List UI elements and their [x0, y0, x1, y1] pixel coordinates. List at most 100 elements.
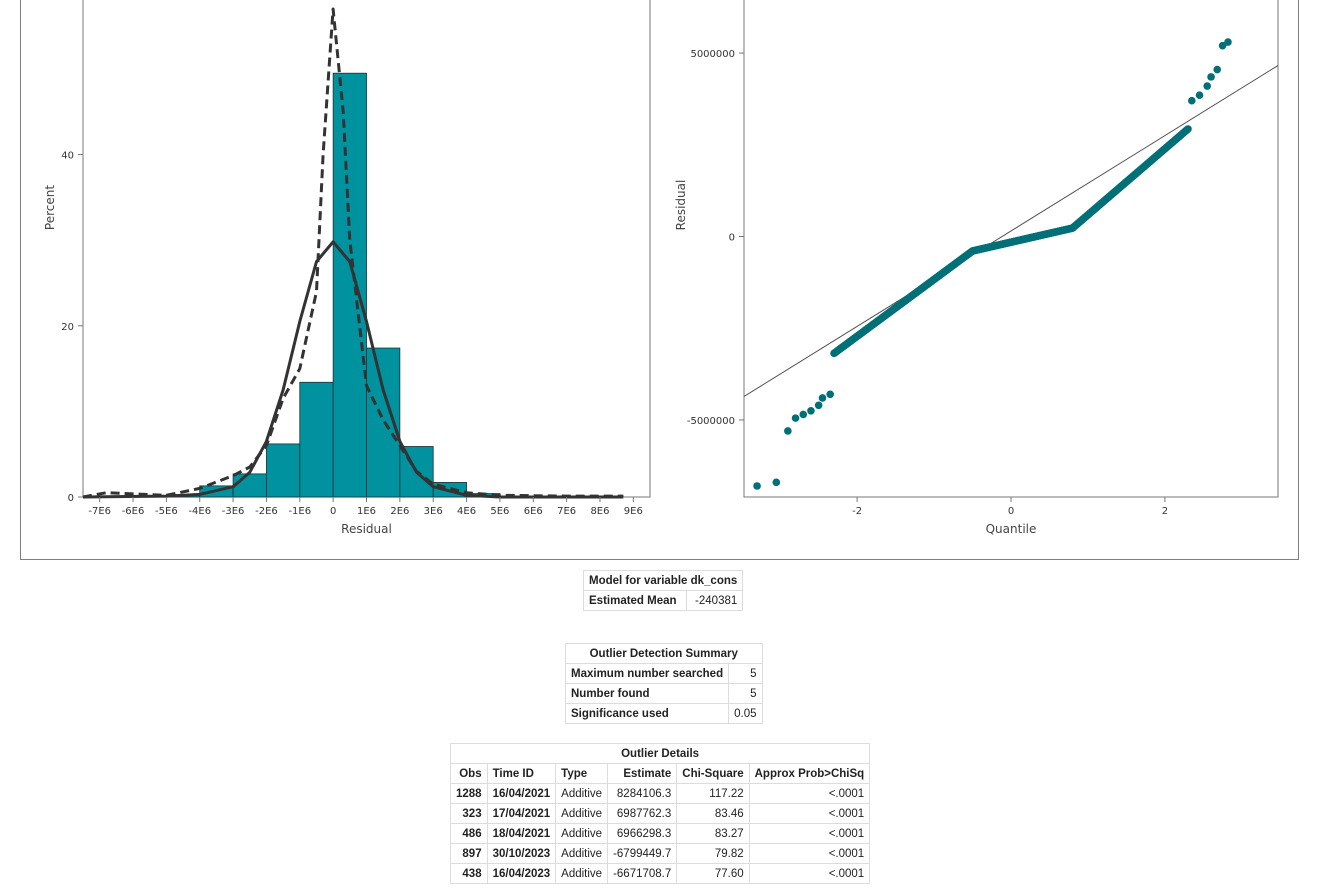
summary-table-caption: Outlier Detection Summary	[565, 643, 763, 664]
y-axis-label: Residual	[674, 180, 688, 231]
x-tick-label: 6E6	[524, 506, 543, 517]
x-tick-label: 3E6	[424, 506, 443, 517]
table-cell: -6671708.7	[607, 863, 678, 884]
summary-row: Maximum number searched 5	[564, 663, 763, 684]
histogram-bar	[266, 443, 301, 498]
table-cell: Additive	[555, 863, 609, 884]
x-tick-label: 2	[1162, 506, 1168, 517]
table-cell: 438	[450, 863, 488, 884]
qq-point	[826, 390, 834, 399]
details-header-row: Obs Time ID Type Estimate Chi-Square Approx P…	[450, 763, 871, 784]
qq-point	[818, 394, 827, 402]
y-tick-label: -5000000	[687, 416, 735, 427]
qq-point	[753, 482, 761, 490]
qq-point	[1213, 65, 1222, 74]
x-axis-label: Quantile	[986, 522, 1037, 536]
residual-qq-plot: -2 0 2 -5000000 0 5000000 Quantile Residual	[674, 0, 1279, 536]
table-cell: <.0001	[748, 863, 871, 884]
table-cell: 16/04/2023	[486, 863, 557, 884]
y-tick-label: 5000000	[690, 49, 735, 60]
column-header: Approx Prob>ChiSq	[748, 763, 871, 784]
summary-row-value: 0.05	[728, 703, 763, 724]
x-tick-label: -2	[852, 506, 862, 517]
y-tick-label: 20	[61, 322, 74, 333]
histogram-bar	[299, 381, 334, 498]
table-cell: 77.60	[676, 863, 750, 884]
table-row: 486 18/04/2021 Additive 6966298.3 83.27 <.000…	[450, 823, 871, 844]
x-tick-label: 9E6	[624, 506, 643, 517]
charts-panel: -7E6 -6E6 -5E6 -4E6 -3E6 -2E6 -1E6 0 1E6 2E6 3E6 4E…	[20, 0, 1299, 560]
x-tick-label: 2E6	[390, 506, 409, 517]
table-row: 897 30/10/2023 Additive -6799449.7 79.82 <.00…	[450, 843, 871, 864]
x-tick-label: -1E6	[288, 506, 311, 517]
model-summary-table: Model for variable dk_cons Estimated Mea…	[582, 570, 744, 611]
x-tick-label: -5E6	[155, 506, 178, 517]
details-table-caption: Outlier Details	[449, 743, 871, 764]
table-cell: Additive	[555, 823, 609, 844]
y-tick-label: 40	[61, 151, 74, 162]
qq-point	[799, 410, 808, 419]
column-header: Time ID	[486, 763, 557, 784]
table-cell: 8284106.3	[607, 783, 678, 804]
summary-row-label: Significance used	[564, 703, 730, 724]
estimated-mean-label: Estimated Mean	[582, 590, 688, 611]
qq-point	[784, 427, 792, 435]
qq-point	[791, 414, 800, 422]
table-cell: 6966298.3	[607, 823, 678, 844]
table-cell: 83.27	[676, 823, 750, 844]
table-cell: 30/10/2023	[486, 843, 557, 864]
table-cell: 1288	[450, 783, 488, 804]
qq-point	[1184, 125, 1192, 133]
x-tick-label: 8E6	[590, 506, 609, 517]
qq-point	[1195, 91, 1204, 100]
summary-row: Number found 5	[564, 683, 763, 704]
x-tick-label: 4E6	[457, 506, 476, 517]
qq-point	[1218, 41, 1227, 50]
table-row: 323 17/04/2021 Additive 6987762.3 83.46 <.000…	[450, 803, 871, 824]
qq-point	[772, 478, 781, 487]
table-cell: <.0001	[748, 783, 871, 804]
column-header: Chi-Square	[676, 763, 750, 784]
residual-histogram: -7E6 -6E6 -5E6 -4E6 -3E6 -2E6 -1E6 0 1E6 2E6 3E6 4E…	[43, 0, 651, 536]
x-tick-label: -3E6	[222, 506, 245, 517]
summary-row-label: Number found	[564, 683, 730, 704]
qq-point	[807, 406, 815, 415]
table-cell: <.0001	[748, 843, 871, 864]
table-cell: 323	[450, 803, 488, 824]
table-cell: 6987762.3	[607, 803, 678, 824]
table-cell: <.0001	[748, 803, 871, 824]
kernel-density-curve	[82, 7, 624, 499]
column-header: Type	[555, 763, 609, 784]
table-row: 438 16/04/2023 Additive -6671708.7 77.60 <.00…	[450, 863, 871, 884]
reference-line	[744, 65, 1278, 397]
qq-point	[814, 401, 823, 410]
column-header: Obs	[450, 763, 488, 784]
table-row: 1288 16/04/2021 Additive 8284106.3 117.22 <.0…	[450, 783, 871, 804]
outlier-detection-summary-table: Outlier Detection Summary Maximum number…	[564, 643, 763, 724]
table-cell: 18/04/2021	[486, 823, 557, 844]
table-cell: -6799449.7	[607, 843, 678, 864]
x-tick-label: 1E6	[357, 506, 376, 517]
summary-row-label: Maximum number searched	[564, 663, 730, 684]
table-cell: 79.82	[676, 843, 750, 864]
x-tick-label: 0	[330, 506, 336, 517]
qq-points	[753, 38, 1232, 490]
qq-point	[1207, 73, 1215, 81]
x-axis-label: Residual	[341, 522, 392, 536]
summary-row-value: 5	[728, 663, 763, 684]
x-tick-label: -2E6	[255, 506, 278, 517]
qq-point	[1203, 82, 1212, 90]
x-tick-label: 7E6	[557, 506, 576, 517]
x-tick-label: -6E6	[122, 506, 145, 517]
summary-row: Significance used 0.05	[564, 703, 763, 724]
table-cell: 117.22	[676, 783, 750, 804]
outlier-details-table: Outlier Details Obs Time ID Type Estimate Ch…	[449, 743, 871, 884]
table-cell: Additive	[555, 843, 609, 864]
histogram-bar	[332, 72, 367, 498]
x-tick-label: 5E6	[490, 506, 509, 517]
summary-row-value: 5	[728, 683, 763, 704]
table-cell: 897	[450, 843, 488, 864]
qq-point	[1188, 96, 1196, 105]
table-cell: Additive	[555, 803, 609, 824]
column-header: Estimate	[607, 763, 678, 784]
